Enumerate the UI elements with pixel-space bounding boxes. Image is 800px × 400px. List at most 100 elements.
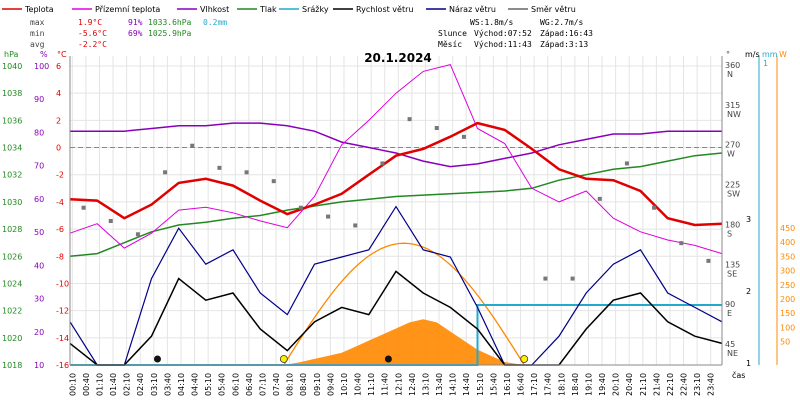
moonrise-icon [384,355,392,363]
wind-dir-point-19 [652,205,657,210]
wind-dir-point-14 [461,134,466,139]
xtick-9: 04:40 [191,373,200,396]
unit-hum: % [40,50,48,59]
pressure-line [69,152,723,258]
ytick-solar-3: 300 [780,267,795,276]
legend-label-2: Vlhkost [200,5,229,14]
stats-min-label: min [30,29,45,38]
legend-label-0: Teplota [24,5,54,14]
ytick-dir-letter-3: SW [727,190,740,199]
solar-area [284,319,524,365]
xtick-19: 09:40 [326,373,335,396]
xtick-6: 03:10 [150,373,159,396]
unit-wind: m/s [745,50,760,59]
ytick-dir-4: 180 [725,220,740,229]
ytick-dir-letter-1: NW [727,110,741,119]
xtick-21: 10:40 [354,373,363,396]
xtick-38: 19:10 [584,373,593,396]
xtick-45: 22:40 [680,373,689,396]
ytick-press-5: 1030 [2,198,22,207]
ytick-press-2: 1036 [2,116,22,125]
stats-block: max 1.9°C 91% 1033.6hPa 0.2mm min -5.6°C… [30,18,227,49]
unit-time: čas [732,370,745,380]
xtick-0: 00:10 [68,373,77,396]
xtick-3: 01:40 [109,373,118,396]
legend: Teplota Přízemní teplota Vlhkost Tlak Srážky… [2,5,576,14]
ytick-press-3: 1034 [2,144,22,153]
legend-label-6: Náraz větru [449,5,496,14]
wind-dir-point-18 [624,161,629,166]
xtick-36: 18:10 [557,373,566,396]
xtick-16: 08:10 [286,373,295,396]
xtick-10: 05:10 [204,373,213,396]
ytick-dir-0: 360 [725,61,740,70]
ytick-press-4: 1032 [2,171,22,180]
legend-label-1: Přízemní teplota [95,5,160,14]
ytick-dir-1: 315 [725,101,740,110]
ytick-solar-6: 150 [780,309,795,318]
ytick-hum-7: 30 [34,295,44,304]
unit-dir: ° [726,50,730,59]
sun-label: Slunce [438,29,467,38]
ytick-solar-0: 450 [780,224,795,233]
moon-label: Měsíc [438,40,462,49]
legend-label-7: Směr větru [531,5,576,14]
ytick-dir-letter-2: W [727,150,735,159]
moon-rise: Východ:11:43 [474,40,532,49]
xtick-34: 17:10 [530,373,539,396]
xtick-24: 12:10 [394,373,403,396]
stats-avg-label: avg [30,40,45,49]
xtick-35: 17:40 [544,373,553,396]
temperature-line [69,121,723,227]
wind-dir-point-0 [81,205,86,210]
xtick-13: 06:40 [245,373,254,396]
xtick-11: 05:40 [218,373,227,396]
wind-dir-point-4 [190,143,195,148]
humidity-line [70,122,722,168]
ytick-temp-10: -14 [56,334,69,343]
xtick-31: 15:40 [489,373,498,396]
moon-set: Západ:3:13 [540,40,588,49]
xtick-43: 21:40 [652,373,661,396]
xtick-46: 23:10 [693,373,702,396]
xtick-5: 02:40 [136,373,145,396]
wind-dir-point-12 [407,117,412,122]
ytick-rain-0: 1 [763,59,768,68]
moonset-icon [153,355,161,363]
ytick-press-11: 1018 [2,361,22,370]
wind-dir-point-6 [244,170,249,175]
xtick-26: 13:10 [421,373,430,396]
ytick-press-10: 1020 [2,334,22,343]
stats-max-label: max [30,18,45,27]
chart-title: 20.1.2024 [364,51,432,65]
wind-dir-point-13 [434,126,439,130]
xtick-32: 16:10 [503,373,512,396]
ytick-temp-9: -12 [56,307,69,316]
axes: 1040103810361034103210301028102610241022… [2,56,795,396]
xtick-14: 07:10 [258,373,267,396]
ytick-dir-2: 270 [725,141,740,150]
ytick-hum-0: 100 [34,62,49,71]
ytick-hum-9: 10 [34,361,44,370]
ytick-dir-5: 135 [725,260,740,269]
legend-label-4: Srážky [302,5,329,14]
stats-max-hum: 91% [128,18,143,27]
sunset-icon [520,355,529,363]
legend-label-5: Rychlost větru [356,5,413,14]
ytick-solar-7: 100 [780,323,795,332]
ytick-press-9: 1022 [2,307,22,316]
wind-dir-point-15 [543,276,548,281]
wind-dir-point-3 [163,170,168,175]
ytick-wind-1: 2 [746,287,751,296]
ytick-temp-4: -2 [56,171,64,180]
ytick-press-8: 1024 [2,279,22,288]
ytick-dir-letter-4: S [727,229,732,238]
xtick-28: 14:10 [449,373,458,396]
stats-min-hum: 69% [128,29,143,38]
wind-speed-info: WS:1.8m/s [470,18,514,27]
wind-dir-point-21 [706,258,711,263]
ytick-dir-letter-5: SE [727,269,737,278]
sun-set: Západ:16:43 [540,29,593,38]
wind-dir-point-7 [271,179,276,184]
xtick-42: 21:10 [639,373,648,396]
